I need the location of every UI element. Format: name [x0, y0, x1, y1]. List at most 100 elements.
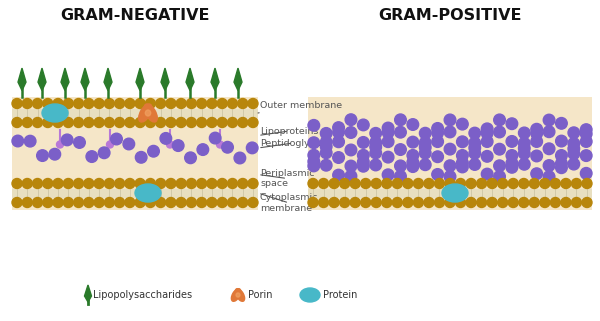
Circle shape [115, 178, 125, 188]
Text: Protein: Protein [323, 290, 358, 300]
Circle shape [248, 99, 258, 108]
Text: Lipoproteins: Lipoproteins [260, 126, 319, 135]
Circle shape [382, 136, 394, 147]
Polygon shape [38, 68, 46, 91]
Circle shape [227, 178, 238, 188]
Circle shape [12, 178, 22, 188]
Circle shape [556, 162, 567, 174]
Circle shape [529, 197, 539, 207]
Circle shape [32, 99, 43, 108]
Circle shape [74, 137, 85, 148]
Circle shape [155, 117, 166, 127]
Circle shape [469, 142, 481, 154]
Circle shape [329, 197, 339, 207]
Bar [308, 188, 592, 197]
Circle shape [217, 141, 223, 148]
Circle shape [135, 117, 145, 127]
Polygon shape [136, 68, 144, 91]
Circle shape [115, 117, 125, 127]
Circle shape [74, 197, 83, 207]
Ellipse shape [135, 184, 161, 202]
Circle shape [455, 178, 466, 188]
Circle shape [556, 158, 567, 169]
Circle shape [176, 197, 186, 207]
Circle shape [481, 168, 493, 180]
Circle shape [580, 168, 592, 179]
Circle shape [432, 136, 443, 147]
Circle shape [481, 127, 493, 139]
Circle shape [370, 137, 382, 148]
Circle shape [424, 178, 434, 188]
Circle shape [434, 178, 445, 188]
Circle shape [419, 142, 431, 153]
Circle shape [217, 117, 227, 127]
Circle shape [217, 178, 227, 188]
Circle shape [543, 171, 555, 183]
Circle shape [333, 136, 344, 148]
Circle shape [320, 160, 332, 171]
Circle shape [481, 151, 493, 162]
Circle shape [37, 150, 48, 161]
Circle shape [580, 150, 592, 161]
Circle shape [185, 152, 196, 164]
Circle shape [568, 138, 580, 149]
Circle shape [319, 197, 329, 207]
Circle shape [361, 197, 371, 207]
Circle shape [308, 137, 320, 149]
Circle shape [550, 197, 560, 207]
Circle shape [160, 133, 172, 144]
Circle shape [382, 122, 394, 134]
Circle shape [176, 178, 186, 188]
Text: Porin: Porin [248, 290, 272, 300]
Circle shape [22, 117, 32, 127]
Circle shape [531, 128, 542, 139]
Circle shape [308, 160, 320, 172]
Circle shape [74, 178, 83, 188]
Circle shape [395, 126, 406, 138]
Circle shape [234, 152, 245, 164]
Polygon shape [81, 68, 89, 91]
Circle shape [561, 197, 571, 207]
Circle shape [358, 156, 369, 168]
Bar [12, 108, 258, 117]
Circle shape [444, 114, 456, 126]
Circle shape [155, 197, 166, 207]
Circle shape [571, 197, 581, 207]
Circle shape [457, 161, 468, 173]
Circle shape [556, 117, 567, 129]
Polygon shape [61, 68, 69, 91]
Circle shape [457, 136, 468, 148]
Text: Lipopolysaccharides: Lipopolysaccharides [93, 290, 192, 300]
Circle shape [319, 178, 329, 188]
Circle shape [580, 124, 592, 135]
Circle shape [407, 150, 419, 161]
Circle shape [358, 160, 369, 172]
Circle shape [155, 99, 166, 108]
Circle shape [506, 157, 518, 169]
Circle shape [148, 145, 160, 157]
Circle shape [476, 197, 487, 207]
Circle shape [382, 197, 392, 207]
Circle shape [543, 160, 555, 171]
Circle shape [110, 133, 122, 145]
Circle shape [407, 161, 419, 172]
Circle shape [22, 178, 32, 188]
Circle shape [320, 147, 332, 159]
Circle shape [12, 135, 23, 147]
Circle shape [145, 117, 155, 127]
Circle shape [187, 117, 196, 127]
Circle shape [61, 134, 73, 146]
Polygon shape [18, 68, 26, 91]
Circle shape [413, 178, 424, 188]
Circle shape [531, 150, 542, 162]
Ellipse shape [232, 289, 241, 301]
Circle shape [350, 178, 360, 188]
Circle shape [308, 178, 318, 188]
Circle shape [543, 126, 555, 137]
Text: Periplasmic
space: Periplasmic space [260, 169, 314, 188]
Circle shape [382, 151, 394, 163]
Circle shape [43, 178, 53, 188]
Bar [12, 188, 258, 197]
Circle shape [345, 127, 357, 138]
Circle shape [345, 170, 357, 182]
